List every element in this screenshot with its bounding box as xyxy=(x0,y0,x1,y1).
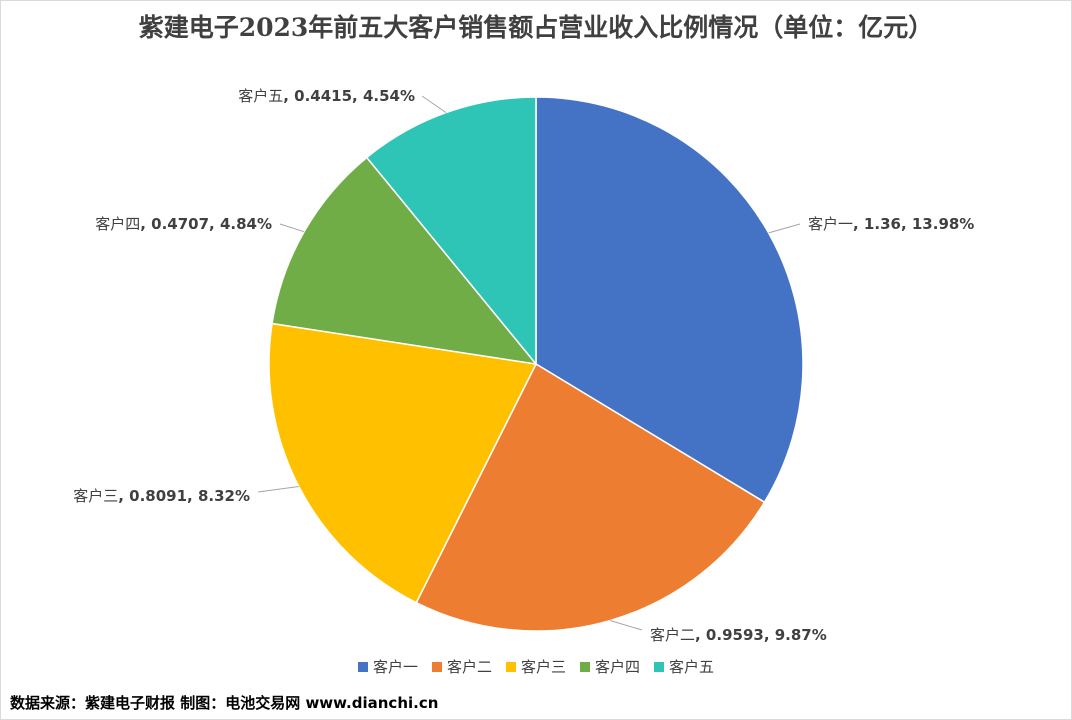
data-label-5: 客户五, 0.4415, 4.54% xyxy=(238,87,415,105)
pie-slice-5 xyxy=(365,96,537,367)
legend-swatch xyxy=(654,661,665,672)
legend-item-5: 客户五 xyxy=(654,656,714,677)
data-labels: 客户一, 1.36, 13.98% 客户二, 0.9593, 9.87% 客户三, … xyxy=(73,87,974,644)
legend-swatch xyxy=(505,661,516,672)
leader-lines xyxy=(257,95,801,631)
pie-slice-1 xyxy=(535,96,804,504)
source-note: 数据来源：紫建电子财报 制图：电池交易网 www.dianchi.cn xyxy=(10,694,439,712)
legend-item-3: 客户三 xyxy=(505,656,566,677)
leader-line-3 xyxy=(257,486,299,493)
legend-label: 客户三 xyxy=(520,658,566,676)
leader-line-5 xyxy=(421,95,447,114)
leader-line-2 xyxy=(609,620,643,631)
data-label-1: 客户一, 1.36, 13.98% xyxy=(808,215,974,233)
legend: 客户一 客户二 客户三 客户四 客户五 xyxy=(0,656,1072,677)
legend-swatch xyxy=(580,661,590,672)
pie-slices xyxy=(268,96,804,632)
legend-label: 客户五 xyxy=(669,658,715,676)
data-label-2: 客户二, 0.9593, 9.87% xyxy=(650,626,827,644)
legend-item-4: 客户四 xyxy=(580,656,640,677)
data-label-3: 客户三, 0.8091, 8.32% xyxy=(73,487,250,505)
legend-label: 客户二 xyxy=(446,658,492,676)
legend-label: 客户一 xyxy=(372,658,418,676)
pie-slice-4 xyxy=(271,156,538,366)
legend-swatch xyxy=(431,661,442,672)
pie-slice-3 xyxy=(268,322,538,604)
legend-label: 客户四 xyxy=(595,658,641,676)
leader-line-1 xyxy=(768,223,801,234)
legend-item-2: 客户二 xyxy=(431,656,492,677)
chart-title: 紫建电子2023年前五大客户销售额占营业收入比例情况（单位：亿元） xyxy=(138,13,934,42)
legend-swatch xyxy=(357,661,368,672)
data-label-4: 客户四, 0.4707, 4.84% xyxy=(95,215,272,233)
legend-item-1: 客户一 xyxy=(357,656,418,677)
leader-line-4 xyxy=(279,223,305,233)
